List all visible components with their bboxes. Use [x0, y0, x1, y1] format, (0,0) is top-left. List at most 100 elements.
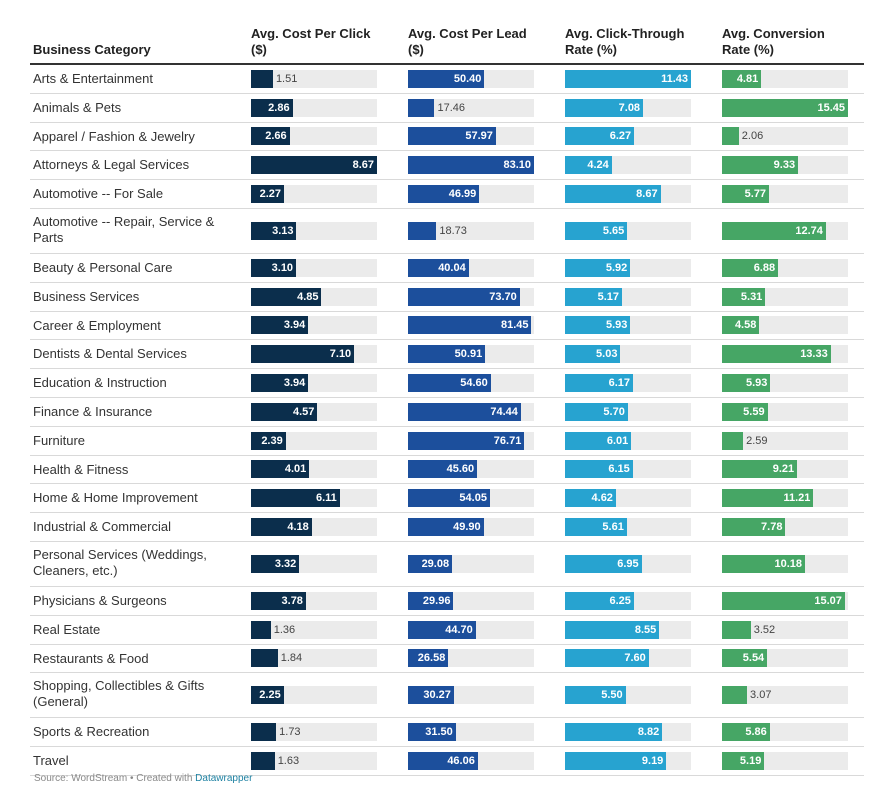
category-label: Travel [33, 753, 69, 769]
category-label: Shopping, Collectibles & Gifts (General) [33, 678, 205, 710]
cpl-bar-track: 29.08 [408, 554, 534, 573]
ctr-value-label: 6.01 [606, 434, 629, 447]
cvr-value-label: 9.21 [772, 463, 795, 476]
table-row: Attorneys & Legal Services 8.67 83.10 4.24 9… [30, 151, 864, 181]
table-row: Shopping, Collectibles & Gifts (General)… [30, 673, 864, 719]
cpl-bar [408, 374, 491, 393]
cpl-value-label: 54.05 [459, 492, 487, 505]
table-row: Business Services 4.85 73.70 5.17 5.31 [30, 283, 864, 312]
cpc-value-label: 1.36 [273, 623, 296, 636]
cpc-value-label: 3.10 [271, 261, 294, 274]
cvr-bar-track: 3.52 [722, 620, 848, 639]
cvr-value-label: 10.18 [774, 557, 803, 570]
ctr-value-label: 5.03 [596, 348, 618, 361]
category-label: Sports & Recreation [33, 724, 150, 740]
cvr-bar [722, 258, 779, 277]
ctr-value-label: 6.25 [609, 594, 631, 607]
cpc-bar-track: 2.86 [251, 98, 377, 117]
cpl-value-label: 29.96 [422, 594, 451, 607]
table-row: Dentists & Dental Services 7.10 50.91 5.03 1… [30, 340, 864, 370]
cvr-bar-track: 5.77 [722, 185, 848, 204]
table-row: Restaurants & Food 1.84 26.58 7.60 5.54 [30, 645, 864, 674]
cpc-bar-track: 3.94 [251, 374, 377, 393]
cpc-value-label: 2.25 [259, 689, 281, 702]
cpl-bar [408, 620, 476, 639]
category-label: Business Services [33, 288, 140, 304]
cpl-bar-track: 40.04 [408, 258, 534, 277]
cpc-bar-track: 2.66 [251, 127, 377, 146]
table-row: Personal Services (Weddings, Cleaners, e… [30, 542, 864, 587]
cvr-bar-track: 3.07 [722, 686, 848, 705]
cvr-bar [722, 686, 748, 705]
cpc-value-label: 3.78 [281, 594, 303, 607]
ctr-bar-track: 5.03 [565, 345, 691, 364]
cvr-bar [722, 287, 766, 306]
cpc-bar [251, 374, 309, 393]
table-row: Automotive -- Repair, Service & Parts 3.1… [30, 209, 864, 254]
footer-source: Source: WordStream • Created with [34, 773, 196, 784]
cpl-value-label: 17.46 [437, 101, 465, 114]
cpl-bar [408, 686, 454, 705]
cpl-value-label: 49.90 [453, 521, 481, 534]
category-label: Attorneys & Legal Services [33, 157, 190, 173]
cpc-bar-track: 3.13 [251, 221, 377, 240]
ctr-bar [565, 127, 635, 146]
ctr-value-label: 7.60 [624, 652, 646, 665]
cvr-bar [722, 431, 744, 450]
table-row: Career & Employment 3.94 81.45 5.93 4.58 [30, 312, 864, 341]
cpc-bar [251, 489, 340, 508]
cvr-bar-track: 11.21 [722, 489, 848, 508]
cvr-bar [722, 185, 770, 204]
cpc-bar [251, 723, 277, 742]
cpl-value-label: 50.91 [454, 348, 483, 361]
cvr-bar-track: 15.45 [722, 98, 848, 117]
ctr-value-label: 9.19 [641, 755, 664, 768]
ctr-bar [565, 554, 642, 573]
cpl-bar-track: 44.70 [408, 620, 534, 639]
cpl-value-label: 74.44 [490, 405, 518, 418]
ctr-bar [565, 620, 660, 639]
ctr-value-label: 11.43 [661, 72, 688, 85]
cvr-bar [722, 402, 768, 421]
ctr-value-label: 5.93 [605, 319, 628, 332]
cpl-value-label: 46.06 [447, 755, 475, 768]
category-label: Dentists & Dental Services [33, 346, 187, 362]
category-label: Education & Instruction [33, 375, 167, 391]
ctr-bar [565, 185, 661, 204]
cpc-value-label: 1.63 [277, 755, 300, 768]
ctr-bar-track: 6.01 [565, 431, 691, 450]
cpc-bar-track: 1.63 [251, 752, 377, 771]
category-label: Health & Fitness [33, 461, 129, 477]
ctr-bar-track: 4.62 [565, 489, 691, 508]
cvr-bar [722, 554, 806, 573]
ctr-value-label: 8.55 [634, 623, 657, 636]
category-label: Personal Services (Weddings, Cleaners, e… [33, 546, 207, 578]
table-row: Education & Instruction 3.94 54.60 6.17 5.93 [30, 369, 864, 398]
cvr-bar [722, 723, 770, 742]
cpl-value-label: 31.50 [425, 726, 453, 739]
cvr-bar [722, 620, 751, 639]
cvr-bar [722, 127, 739, 146]
category-label: Real Estate [33, 621, 101, 637]
cvr-value-label: 15.45 [817, 101, 845, 114]
ctr-bar-track: 8.82 [565, 723, 691, 742]
cpc-value-label: 1.84 [280, 652, 303, 665]
datawrapper-link[interactable]: Datawrapper [195, 773, 253, 784]
ctr-value-label: 7.08 [618, 101, 641, 114]
cvr-bar-track: 12.74 [722, 221, 848, 240]
cvr-bar-track: 5.93 [722, 374, 848, 393]
ctr-bar [565, 460, 633, 479]
cpl-bar-track: 26.58 [408, 649, 534, 668]
ctr-bar [565, 686, 626, 705]
ctr-bar-track: 4.24 [565, 156, 691, 175]
ctr-bar-track: 11.43 [565, 69, 691, 88]
ctr-bar [565, 489, 616, 508]
ctr-value-label: 5.61 [602, 521, 624, 534]
cpc-value-label: 6.11 [315, 492, 337, 505]
table-row: Animals & Pets 2.86 17.46 7.08 15.45 [30, 94, 864, 123]
cpl-bar-track: 31.50 [408, 723, 534, 742]
cvr-value-label: 11.21 [783, 492, 811, 505]
cpc-bar-track: 1.51 [251, 69, 377, 88]
cpc-value-label: 2.27 [259, 188, 281, 201]
cpc-bar [251, 98, 293, 117]
